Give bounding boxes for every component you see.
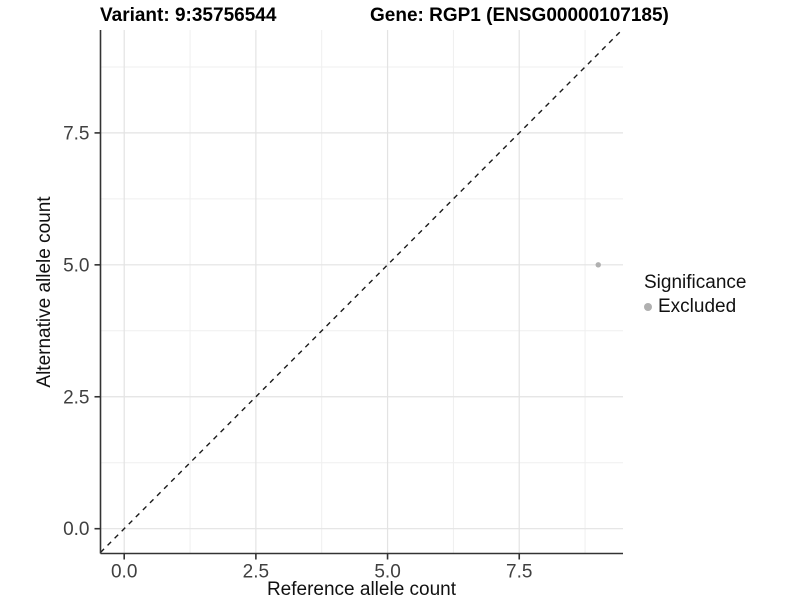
x-tick-label: 5.0: [374, 562, 400, 583]
y-tick-label: 0.0: [63, 519, 89, 540]
identity-dashed-line: [100, 29, 623, 553]
legend-point-icon: [644, 303, 652, 311]
legend: Significance Excluded: [644, 272, 746, 318]
legend-item-excluded: Excluded: [644, 296, 746, 318]
data-point: [595, 262, 601, 268]
legend-item-label: Excluded: [658, 296, 737, 317]
x-tick-label: 7.5: [506, 562, 532, 583]
y-axis-title: Alternative allele count: [34, 196, 55, 388]
x-tick-label: 0.0: [111, 562, 137, 583]
legend-title: Significance: [644, 272, 747, 293]
y-tick-label: 2.5: [63, 387, 89, 408]
plot-title-gene: Gene: RGP1 (ENSG00000107185): [370, 5, 669, 26]
y-tick-label: 7.5: [63, 123, 89, 144]
y-tick-label: 5.0: [63, 255, 89, 276]
x-tick-label: 2.5: [243, 562, 269, 583]
plot-title-variant: Variant: 9:35756544: [100, 5, 277, 26]
x-axis-title: Reference allele count: [266, 579, 457, 600]
